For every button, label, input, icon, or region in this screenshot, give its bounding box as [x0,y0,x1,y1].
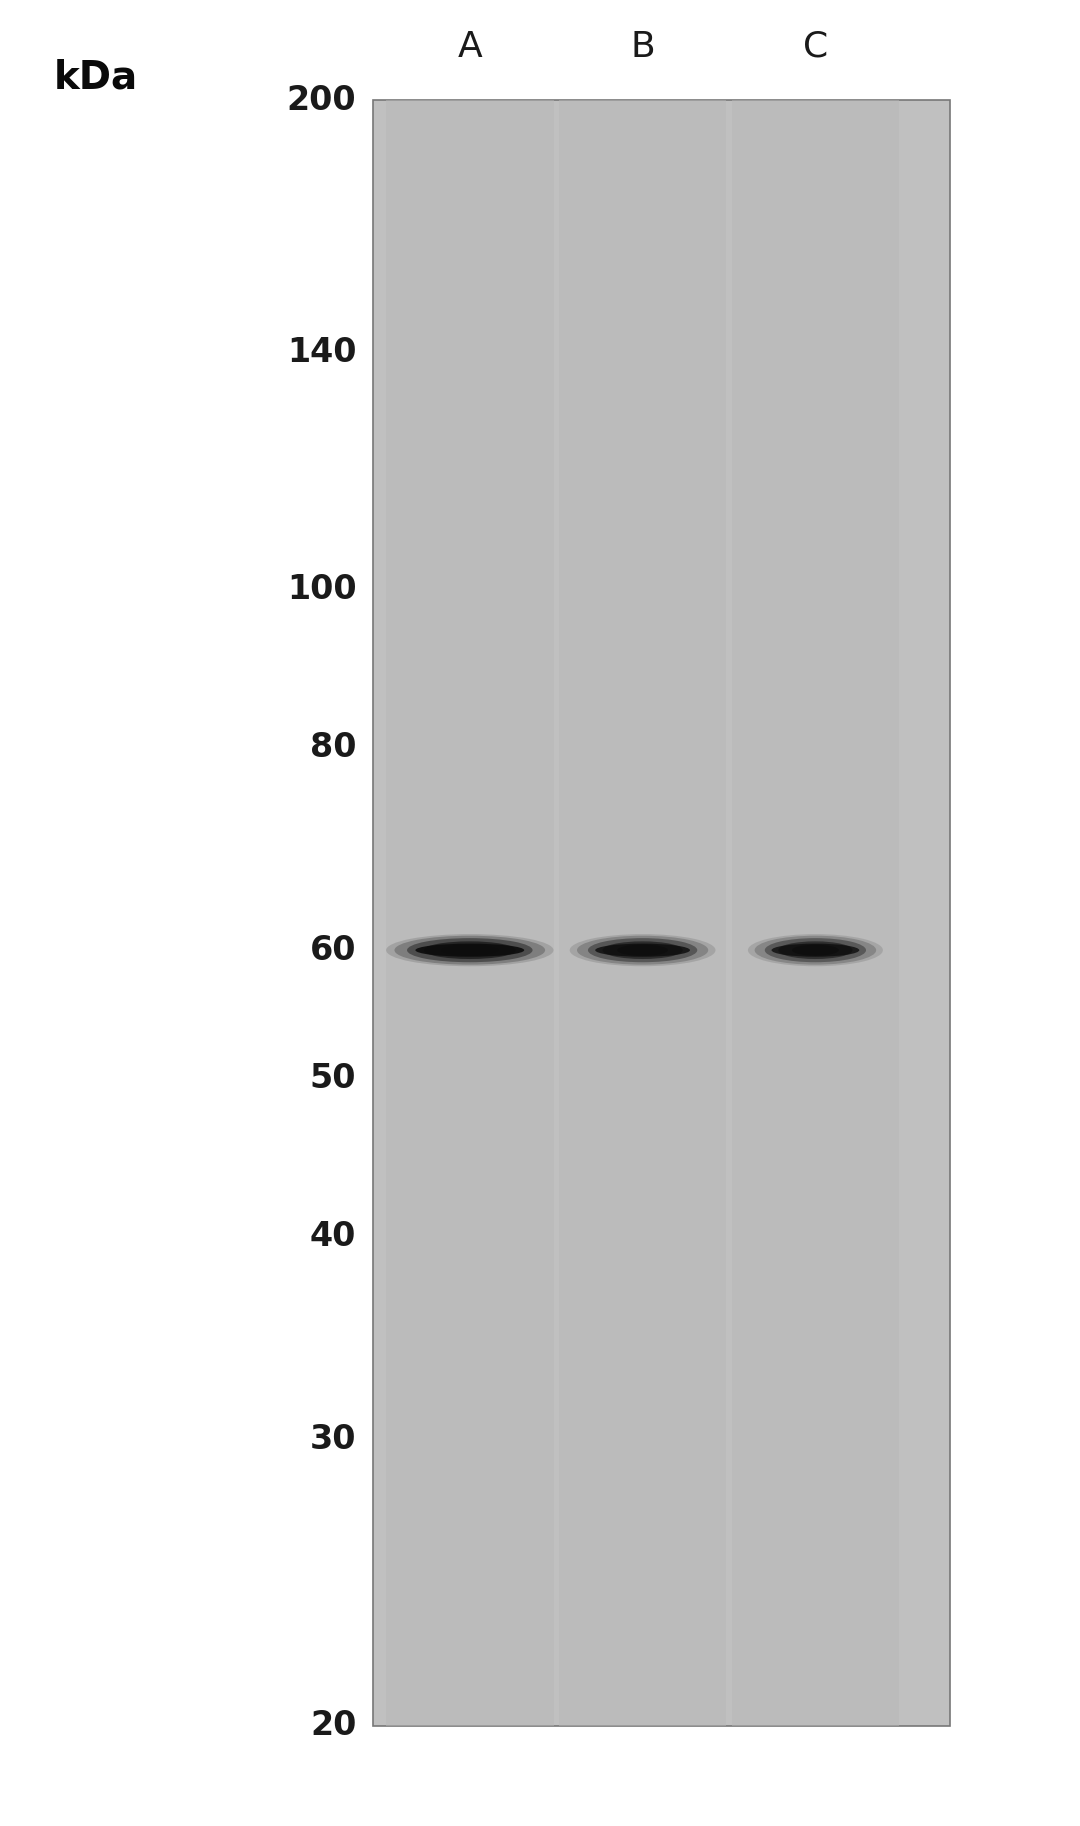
Bar [559,100,726,1726]
Text: kDa: kDa [54,58,138,97]
Ellipse shape [441,944,499,955]
Ellipse shape [747,935,883,966]
Ellipse shape [771,944,860,957]
Text: 140: 140 [287,336,356,369]
Ellipse shape [595,944,690,957]
Text: 200: 200 [287,84,356,117]
Ellipse shape [603,942,683,959]
Ellipse shape [779,942,852,959]
Text: C: C [802,29,828,64]
Text: 20: 20 [310,1709,356,1742]
Ellipse shape [387,935,554,966]
Bar [373,100,950,1726]
Text: 100: 100 [287,573,356,606]
Text: A: A [458,29,482,64]
Text: 80: 80 [310,730,356,763]
Ellipse shape [423,942,516,959]
Bar [387,100,554,1726]
Ellipse shape [765,939,866,962]
Text: 30: 30 [310,1422,356,1455]
Ellipse shape [577,935,708,964]
Ellipse shape [407,939,532,962]
Ellipse shape [755,935,876,964]
Text: 40: 40 [310,1220,356,1253]
Text: 60: 60 [310,933,356,966]
Ellipse shape [416,944,524,957]
Text: 50: 50 [310,1063,356,1096]
Ellipse shape [588,939,698,962]
Ellipse shape [394,935,545,964]
Ellipse shape [617,944,669,955]
Text: B: B [631,29,654,64]
Ellipse shape [792,944,839,955]
Bar [732,100,900,1726]
Ellipse shape [570,935,715,966]
